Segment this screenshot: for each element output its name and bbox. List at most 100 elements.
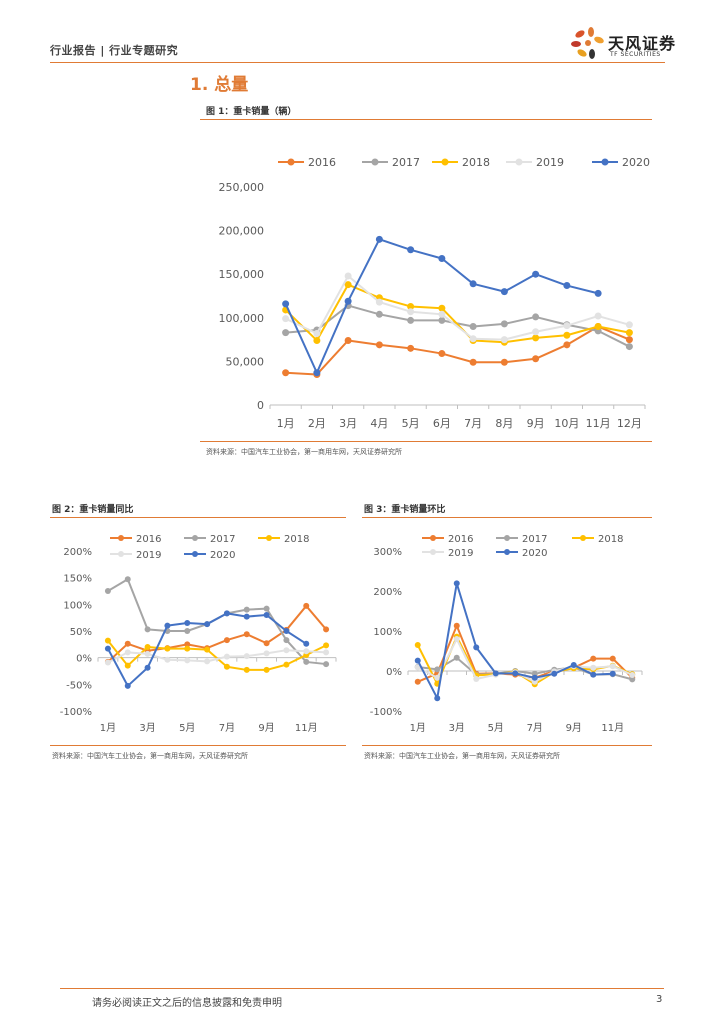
fig1-xtick-label: 2月 [308,417,326,430]
fig1-xtick-label: 3月 [339,417,357,430]
fig3-series-2017-point [629,676,636,683]
fig3-legend-2017-label: 2017 [522,534,547,545]
fig2-series-2019-point [263,650,270,657]
fig2-series-2019-point [303,648,310,655]
fig1-series-2019-point [625,321,633,329]
fig2-series-2017-point [243,606,250,613]
fig2-series-2019-point [323,649,330,656]
fig2-ytick-label: -50% [66,680,92,691]
fig3-bottom-rule [362,745,652,746]
fig2-xtick-label: 11月 [295,722,318,734]
fig1-series-2016-point [344,336,352,344]
fig3-xtick-label: 9月 [566,722,582,734]
fig1-xtick-label: 1月 [277,417,295,430]
fig1-series-2017-point [500,320,508,328]
fig1-series-2016-line [285,325,630,376]
fig1-series-2019-point [375,298,383,306]
fig1-series-2016-point [500,358,508,366]
fig2-series-2018-point [144,644,151,650]
fig1-legend-2020-label: 2020 [622,156,650,169]
footer-disclaimer: 请务必阅读正文之后的信息披露和免责申明 [92,998,282,1009]
fig1-legend-2018-label: 2018 [462,156,490,169]
fig3-series-2017-point [434,666,441,673]
fig1-series-2019-point [500,336,508,344]
fig2-series-2019-point [283,647,290,654]
fig2-chart: -100% -50% 0% 50% 100% 150% 200% 1月 3月 5月 7月 9月 11月 2… [60,534,337,734]
fig2-series-2019-point [184,657,191,664]
fig2-legend-2019-label: 2019 [136,550,161,561]
fig2-series-2019-point [223,653,230,660]
fig2-series-2018-point [323,642,330,649]
report-header-label: 行业报告 | 行业专题研究 [50,44,179,57]
fig1-legend-2016-label: 2016 [308,156,336,169]
fig1-legend-2017-marker [371,158,379,166]
fig1-series-2019-point [532,328,540,336]
fig1-top-rule [200,119,652,120]
fig1-series-2018-point [407,302,415,310]
fig2-series-2020-point [223,610,230,617]
fig2-series-2020-point [283,628,290,634]
fig2-series-2020-point [164,622,171,629]
fig2-series-2020-point [243,613,250,620]
fig2-ytick-label: 150% [63,574,92,585]
fig2-series-2017-point [184,628,191,634]
fig1-series-2018-point [438,304,446,312]
fig2-series-2018-point [104,637,111,644]
fig2-series-2019-point [164,656,171,663]
fig3-series-2020-point [473,644,480,651]
fig1-legend-2020-marker [601,158,609,166]
fig2-legend-2018-marker [266,535,272,541]
fig1-series-2016-point [375,341,383,349]
fig3-series-2020-point [609,670,616,677]
fig1-legend-2016-marker [287,158,295,166]
fig1-series-2017-point [407,316,415,324]
fig3-ytick-label: 300% [373,547,402,558]
fig3-xtick-label: 3月 [449,722,465,734]
fig3-series-2019-point [434,674,441,681]
fig3-series-2016-point [609,655,616,662]
fig3-series-2020-point [531,674,538,681]
fig3-series-2020-point [414,657,421,664]
fig1-series-2016-point [625,336,633,344]
fig1-series-2020-point [313,369,321,377]
fig3-legend-2020-marker [504,549,510,555]
fig2-legend-2020-label: 2020 [210,550,235,561]
fig3-series-2017-point [453,654,460,661]
fig1-series-2016-point [563,341,571,349]
fig2-series-2017-point [263,605,270,612]
fig1-series-2020-point [594,289,602,297]
fig1-series-2020-point [563,282,571,290]
tf-logo [571,27,604,59]
page-number: 3 [656,994,663,1005]
fig2-xtick-label: 7月 [219,722,235,734]
fig1-ytick-label: 150,000 [219,268,265,281]
fig3-series-2016-point [453,622,460,629]
fig2-series-2020-point [303,640,310,647]
fig1-legend-2018-marker [441,158,449,166]
fig2-series-2018-point [164,645,171,652]
fig3-legend-2017-marker [504,535,510,541]
fig3-title: 图 3：重卡销量环比 [364,505,446,515]
fig2-series-2016-point [263,640,270,647]
fig3-series-2016-point [414,678,421,685]
fig1-series-2017-point [282,329,290,337]
logo-subtitle: TF SECURITIES [610,51,661,58]
fig1-legend-2019-label: 2019 [536,156,564,169]
fig1-series-2017-point [469,323,477,331]
fig2-series-2017-point [144,626,151,633]
fig3-series-2019-line [417,638,633,683]
fig2-series-2017-point [104,588,111,594]
fig1-series-2019-point [469,335,477,343]
fig3-series-2019-point [590,664,597,671]
fig3-series-2020-point [551,670,558,677]
fig2-ytick-label: 50% [70,627,92,638]
fig2-series-2020-point [104,645,111,652]
fig1-series-2017-point [375,310,383,318]
fig1-legend-2017-label: 2017 [392,156,420,169]
fig1-xtick-label: 8月 [495,417,513,430]
fig1-xtick-label: 9月 [527,417,545,430]
fig2-legend-2017-marker [192,535,198,541]
fig1-series-2019-point [438,310,446,318]
fig3-series-2020-line [416,582,613,700]
fig3-series-2019-point [473,676,480,682]
